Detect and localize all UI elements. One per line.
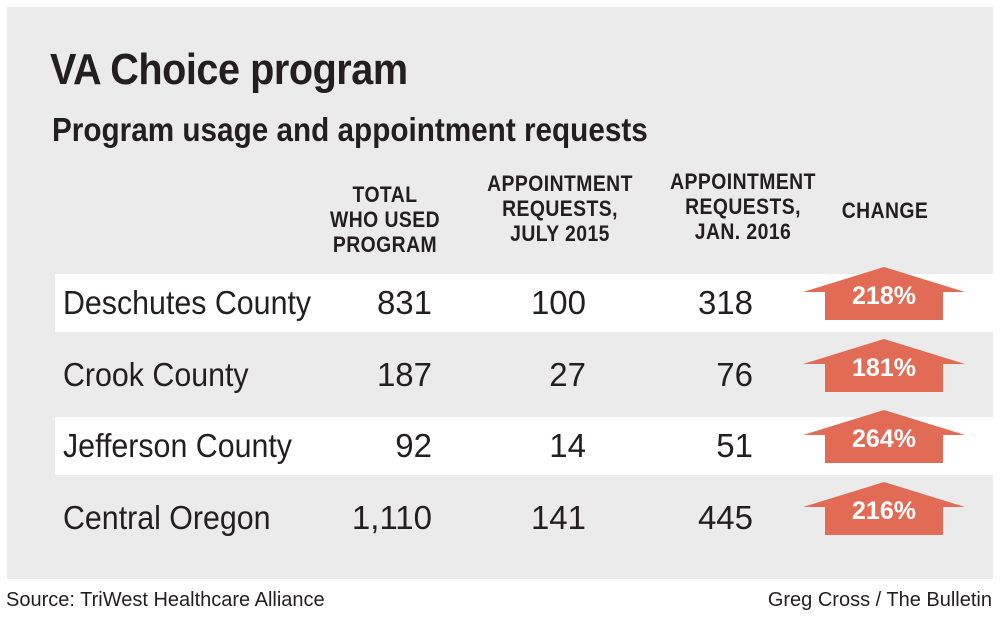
up-arrow-icon: 181%: [803, 339, 965, 392]
change-value: 216%: [852, 497, 916, 525]
table-row: Crook County 187 27 76 181%: [55, 339, 993, 404]
change-value: 181%: [852, 354, 916, 382]
cell-july2015: 141: [530, 499, 586, 536]
change-arrow-shape: [803, 482, 965, 535]
table-row: Central Oregon 1,110 141 445 216%: [55, 482, 993, 547]
row-label: Crook County: [63, 356, 249, 393]
cell-july2015: 27: [549, 356, 586, 393]
cell-jan2016: 51: [716, 427, 753, 464]
change-value: 218%: [852, 282, 916, 310]
column-header-july-2015: APPOINTMENT REQUESTS, JULY 2015: [487, 171, 633, 246]
cell-july2015: 100: [530, 284, 586, 321]
cell-july2015: 14: [549, 427, 586, 464]
chart-subtitle: Program usage and appointment requests: [52, 111, 648, 148]
column-header-change: CHANGE: [841, 198, 929, 223]
row-label: Deschutes County: [63, 284, 312, 321]
change-arrow-shape: [803, 267, 965, 320]
column-header-total: TOTAL WHO USED PROGRAM: [330, 182, 440, 257]
cell-total: 831: [376, 284, 432, 321]
cell-jan2016: 445: [697, 499, 753, 536]
table-row: Jefferson County 92 14 51 264%: [55, 410, 993, 475]
cell-total: 1,110: [351, 499, 432, 536]
change-arrow-shape: [803, 339, 965, 392]
chart-title: VA Choice program: [50, 45, 408, 94]
row-label: Central Oregon: [63, 499, 271, 536]
up-arrow-icon: 264%: [803, 410, 965, 463]
cell-jan2016: 76: [716, 356, 753, 393]
change-arrow-shape: [803, 410, 965, 463]
cell-total: 187: [376, 356, 432, 393]
cell-jan2016: 318: [697, 284, 753, 321]
change-value: 264%: [852, 425, 916, 453]
up-arrow-icon: 216%: [803, 482, 965, 535]
cell-total: 92: [395, 427, 432, 464]
up-arrow-icon: 218%: [803, 267, 965, 320]
column-header-jan-2016: APPOINTMENT REQUESTS, JAN. 2016: [670, 169, 816, 244]
source-note: Source: TriWest Healthcare Alliance: [6, 589, 325, 611]
table-row: Deschutes County 831 100 318 218%: [55, 267, 993, 332]
credit-line: Greg Cross / The Bulletin: [767, 589, 992, 611]
row-label: Jefferson County: [63, 427, 292, 464]
